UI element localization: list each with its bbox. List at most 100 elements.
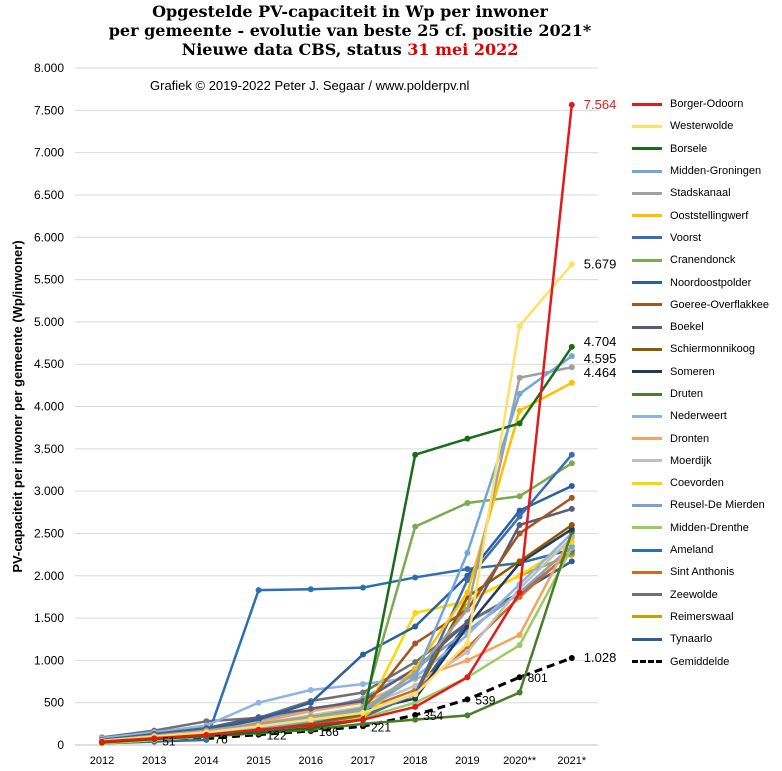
average-value-label: 51 (162, 735, 176, 749)
average-value-label: 539 (475, 693, 495, 707)
legend-swatch (632, 236, 662, 240)
chart-title-line2: per gemeente - evolutie van beste 25 cf.… (108, 21, 592, 40)
legend-swatch (632, 414, 662, 418)
series-point-moerdijk (464, 648, 471, 655)
series-point-midden-groningen (464, 549, 471, 556)
legend-label: Borger-Odoorn (670, 98, 744, 111)
series-point-noordoostpolder (516, 507, 523, 514)
series-point-noordoostpolder (412, 623, 419, 630)
legend-swatch (632, 548, 662, 552)
series-point-voorst (464, 576, 471, 583)
y-tick-label: 7.000 (34, 146, 64, 160)
legend-label: Dronten (670, 432, 710, 445)
title-status-prefix: Nieuwe data CBS, status (181, 40, 408, 59)
title-status-date: 31 mei 2022 (407, 40, 519, 59)
legend-item: Dronten (632, 427, 769, 449)
legend-label: Boekel (670, 321, 704, 334)
legend-label: Druten (670, 388, 704, 400)
x-tick-label: 2017 (351, 755, 375, 767)
legend-item: Ameland (632, 539, 769, 561)
end-value-label: 5.679 (584, 256, 617, 271)
legend-item: Cranendonck (632, 249, 769, 271)
average-value-label: 166 (319, 725, 339, 739)
series-point-borsele (412, 451, 419, 458)
legend-swatch (632, 503, 662, 507)
legend-label: Zeewolde (670, 588, 718, 601)
series-point-gemiddelde (568, 655, 575, 662)
legend-item: Nederweert (632, 405, 769, 427)
y-tick-label: 7.500 (34, 103, 64, 117)
series-point-westerwolde (307, 716, 314, 723)
series-point-gemiddelde (464, 696, 471, 703)
legend-swatch (632, 459, 662, 463)
legend-label: Stadskanaal (670, 187, 731, 200)
series-point-voorst (516, 513, 523, 520)
series-point-westerwolde (412, 691, 419, 698)
series-point-tynaarlo (568, 558, 575, 565)
legend-label: Westerwolde (670, 120, 734, 133)
series-point-ameland (464, 565, 471, 572)
average-value-label: 354 (423, 709, 443, 723)
series-point-zeewolde (203, 718, 210, 725)
series-point-borger-odoorn (307, 722, 314, 729)
series-point-boekel (516, 521, 523, 528)
legend-swatch (632, 593, 662, 597)
legend-label: Gemiddelde (670, 655, 730, 668)
series-line-nederweert (101, 532, 573, 740)
legend-item: Borger-Odoorn (632, 93, 769, 115)
legend-item: Midden-Drenthe (632, 517, 769, 539)
series-point-noordoostpolder (360, 651, 366, 658)
legend-label: Borsele (670, 142, 708, 155)
legend-swatch (632, 102, 662, 106)
y-tick-label: 4.000 (34, 400, 64, 414)
legend-item: Boekel (632, 316, 769, 338)
chart-title-line1: Opgestelde PV-capaciteit in Wp per inwon… (152, 2, 548, 21)
legend-swatch (632, 303, 662, 307)
legend-label: Tynaarlo (670, 633, 713, 646)
legend-item: Westerwolde (632, 115, 769, 137)
legend-label: Noordoostpolder (670, 276, 752, 289)
end-value-label: 7.564 (584, 97, 617, 112)
legend-swatch (632, 325, 662, 329)
legend-label: Cranendonck (670, 254, 736, 267)
series-point-midden-groningen (516, 390, 523, 397)
legend-label: Goeree-Overflakkee (670, 298, 770, 311)
series-point-ameland (307, 586, 314, 593)
series-point-druten (360, 720, 366, 727)
series-point-midden-groningen (412, 674, 419, 681)
legend-item: Reusel-De Mierden (632, 494, 769, 516)
legend-label: Sint Anthonis (670, 566, 735, 579)
legend-label: Coevorden (670, 477, 724, 490)
legend-swatch (632, 347, 662, 351)
legend-label: Midden-Drenthe (670, 521, 749, 534)
end-value-label: 1.028 (584, 650, 617, 665)
legend-swatch (632, 169, 662, 173)
series-point-boekel (307, 705, 314, 712)
series-point-ameland (255, 587, 262, 594)
series-point-borger-odoorn (360, 716, 366, 723)
series-point-westerwolde (516, 323, 523, 330)
series-point-voorst (568, 451, 575, 458)
y-tick-label: 2.000 (34, 569, 64, 583)
legend-label: Ameland (670, 544, 714, 557)
average-value-label: 76 (214, 733, 228, 747)
x-tick-label: 2015 (246, 755, 270, 767)
end-value-label: 4.704 (584, 334, 617, 349)
legend-item: Gemiddelde (632, 650, 769, 672)
series-point-stadskanaal (464, 606, 471, 613)
series-line-westerwolde (101, 263, 573, 743)
series-point-ameland (412, 574, 419, 581)
series-point-borger-odoorn (99, 738, 105, 745)
legend-swatch (632, 570, 662, 574)
legend-swatch (632, 258, 662, 262)
x-tick-label: 2020** (503, 755, 537, 767)
series-point-gemiddelde (516, 674, 523, 681)
legend-label: Moerdijk (670, 454, 712, 467)
chart-legend: Borger-Odoorn Westerwolde Borsele Midden-Gr… (632, 93, 769, 673)
series-point-cranendonck (412, 523, 419, 530)
legend-item: Zeewolde (632, 584, 769, 606)
legend-item: Moerdijk (632, 450, 769, 472)
series-point-borger-odoorn (255, 726, 262, 733)
series-point-noordoostpolder (568, 483, 575, 490)
series-point-goeree-overflakkee (516, 530, 523, 537)
